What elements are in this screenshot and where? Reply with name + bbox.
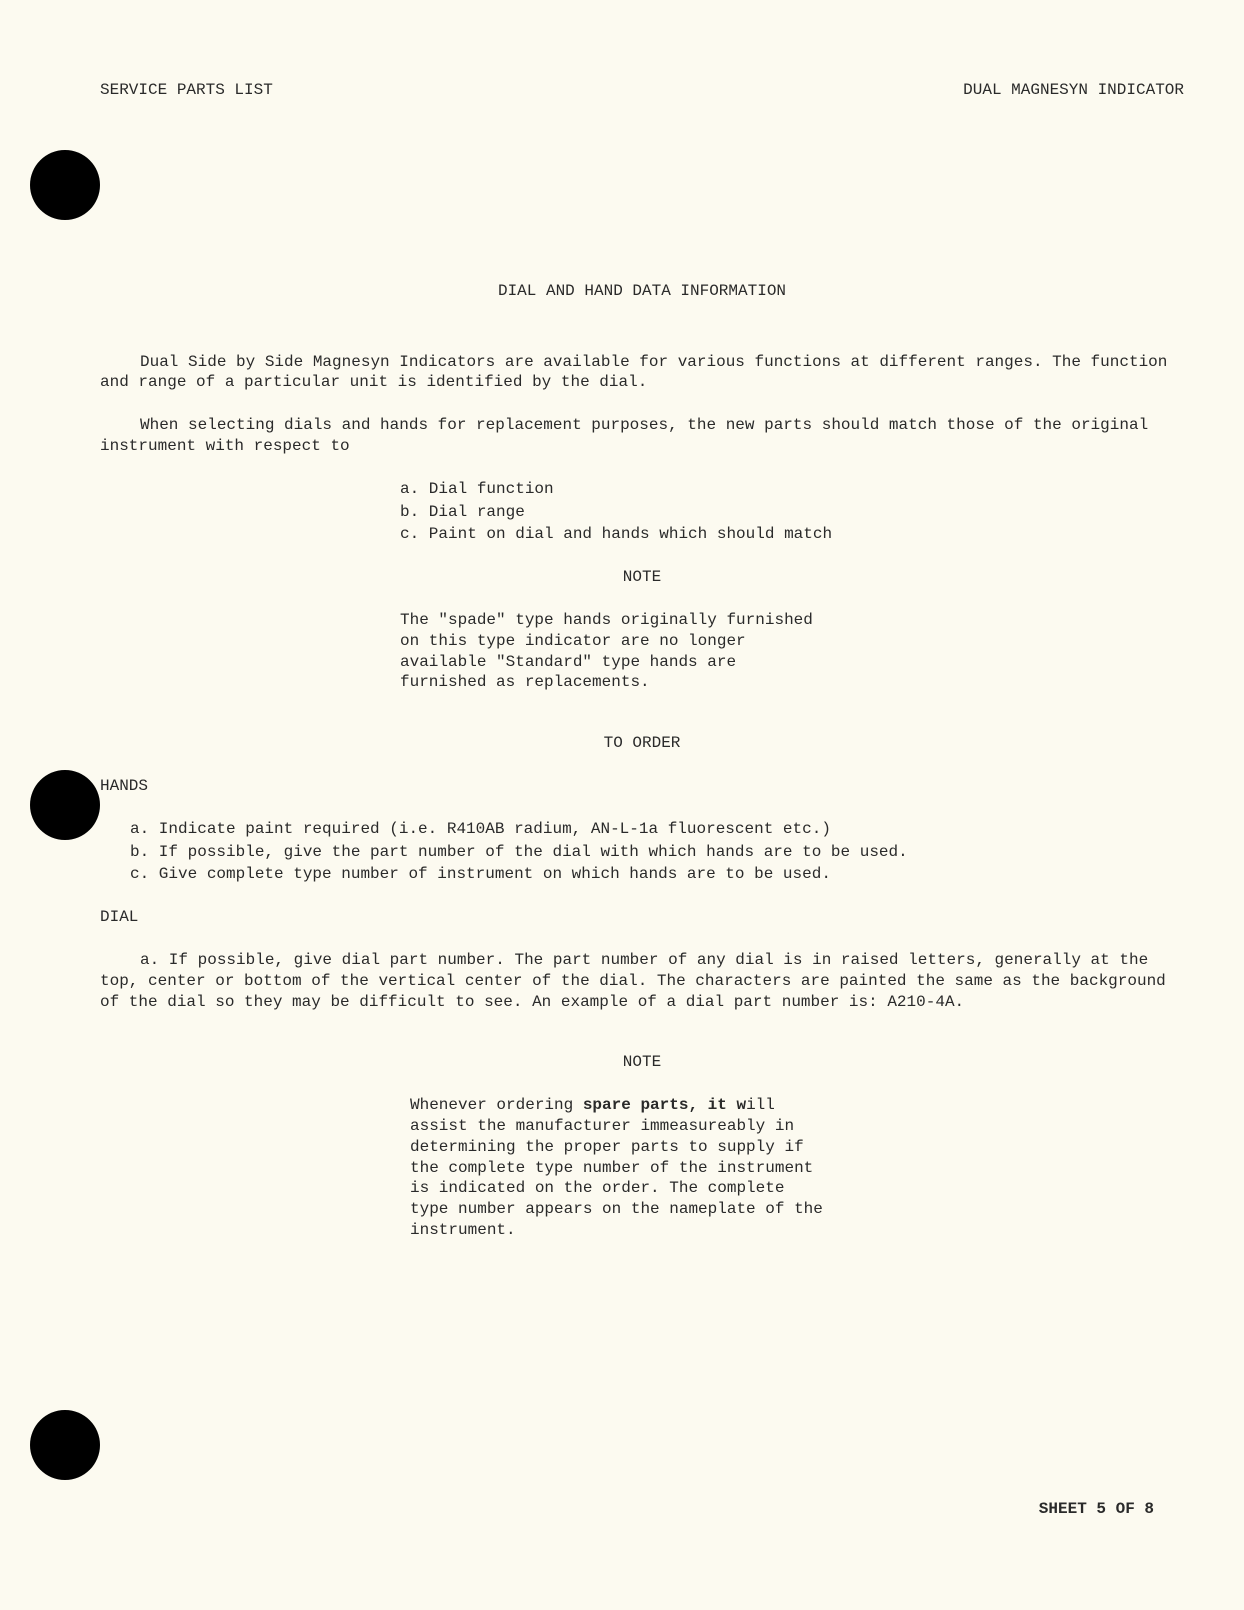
note-1-heading: NOTE — [100, 567, 1184, 588]
hands-list-a: a. Indicate paint required (i.e. R410AB … — [130, 819, 1184, 840]
match-list-a: a. Dial function — [400, 479, 1184, 500]
hands-label: HANDS — [100, 776, 1184, 797]
note-2-suffix: ill assist the manufacturer immeasureabl… — [410, 1096, 823, 1239]
hands-list-b: b. If possible, give the part number of … — [130, 842, 1184, 863]
dial-label: DIAL — [100, 907, 1184, 928]
note-2-text: Whenever ordering spare parts, it will a… — [410, 1095, 825, 1241]
note-2-prefix: Whenever ordering — [410, 1096, 583, 1114]
note-2-heading: NOTE — [100, 1052, 1184, 1073]
header-left: SERVICE PARTS LIST — [100, 80, 273, 101]
note-1-text: The "spade" type hands originally furnis… — [400, 610, 830, 693]
hands-list-c: c. Give complete type number of instrume… — [130, 864, 1184, 885]
note-2-bold: spare parts, it w — [583, 1096, 746, 1114]
page-footer: SHEET 5 OF 8 — [1039, 1499, 1154, 1520]
document-page: SERVICE PARTS LIST DUAL MAGNESYN INDICAT… — [0, 0, 1244, 1610]
intro-paragraph-1: Dual Side by Side Magnesyn Indicators ar… — [100, 352, 1184, 394]
match-list-b: b. Dial range — [400, 502, 1184, 523]
to-order-heading: TO ORDER — [100, 733, 1184, 754]
main-title: DIAL AND HAND DATA INFORMATION — [100, 281, 1184, 302]
intro-paragraph-2: When selecting dials and hands for repla… — [100, 415, 1184, 457]
page-header: SERVICE PARTS LIST DUAL MAGNESYN INDICAT… — [100, 80, 1184, 101]
match-list-c: c. Paint on dial and hands which should … — [400, 524, 1184, 545]
dial-paragraph: a. If possible, give dial part number. T… — [100, 950, 1184, 1012]
header-right: DUAL MAGNESYN INDICATOR — [963, 80, 1184, 101]
